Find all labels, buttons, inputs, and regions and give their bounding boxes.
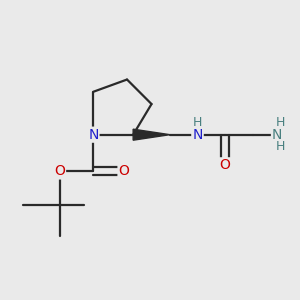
Text: H: H — [275, 140, 285, 153]
Text: H: H — [193, 116, 202, 129]
Text: O: O — [118, 164, 129, 178]
Text: N: N — [192, 128, 203, 142]
Text: N: N — [272, 128, 282, 142]
Text: H: H — [275, 116, 285, 129]
Text: O: O — [220, 158, 230, 172]
Text: O: O — [54, 164, 65, 178]
Text: N: N — [88, 128, 98, 142]
Polygon shape — [133, 129, 170, 140]
